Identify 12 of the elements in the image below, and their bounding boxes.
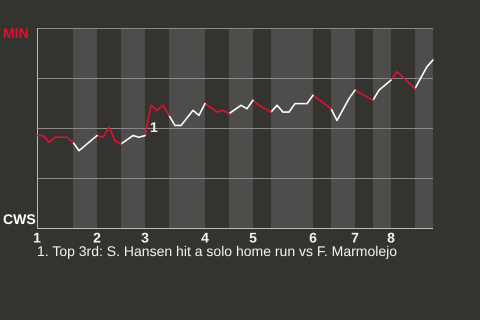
text: 1. Top 3rd: S. Hansen hit a solo home run vs F. Marmolejo (37, 243, 398, 259)
text: MIN (3, 25, 29, 41)
x-tick-label: 2 (93, 229, 102, 246)
x-tick-label: 1 (33, 229, 42, 246)
x-tick-label: 6 (309, 229, 318, 246)
text: CWS (3, 211, 36, 227)
x-tick-label: 8 (387, 229, 396, 246)
annotation: 1 (150, 119, 158, 135)
x-tick-label: 5 (249, 229, 258, 246)
x-tick-label: 4 (201, 229, 210, 246)
x-tick-label: 7 (351, 229, 360, 246)
x-tick-label: 3 (141, 229, 150, 246)
